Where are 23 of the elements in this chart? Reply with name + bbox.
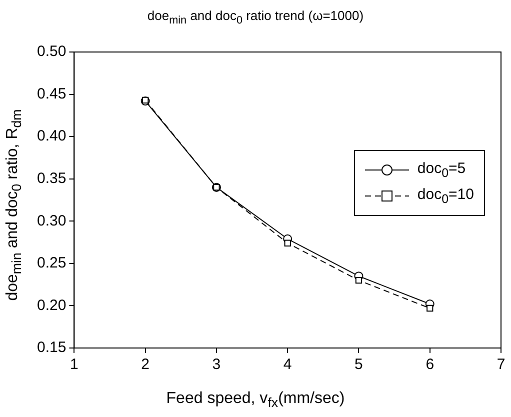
y-tick-label: 0.50 — [36, 43, 66, 60]
y-tick-label: 0.45 — [36, 85, 66, 102]
x-tick-label: 4 — [283, 356, 292, 374]
y-tick-label: 0.30 — [36, 212, 66, 230]
y-tick-label: 0.25 — [36, 254, 66, 272]
point — [355, 277, 362, 284]
x-tick-label: 5 — [354, 356, 363, 374]
legend-label: doc$_{0}$=10 — [417, 186, 474, 206]
y-tick-label: 0.15 — [36, 339, 66, 356]
x-axis-title: Feed speed, v$_{fx}$(mm/sec) — [165, 390, 346, 410]
x-tick-label: 7 — [496, 356, 506, 374]
x-tick-label: 3 — [212, 356, 221, 374]
y-tick-label: 0.35 — [36, 170, 66, 187]
x-tick-label: 6 — [426, 356, 434, 374]
point — [284, 240, 291, 246]
y-tick-label: 0.20 — [36, 296, 66, 314]
x-tick-label: 2 — [141, 356, 150, 374]
chart-title: doe$_{min}$ and doc$_{0}$ ratio trend (ω=1000) — [146, 8, 365, 27]
x-tick-label: 1 — [70, 356, 78, 374]
point — [142, 96, 149, 104]
y-tick-label: 0.40 — [36, 128, 66, 145]
point — [426, 304, 434, 312]
legend-label: doc$_{0}$=5 — [417, 160, 466, 180]
